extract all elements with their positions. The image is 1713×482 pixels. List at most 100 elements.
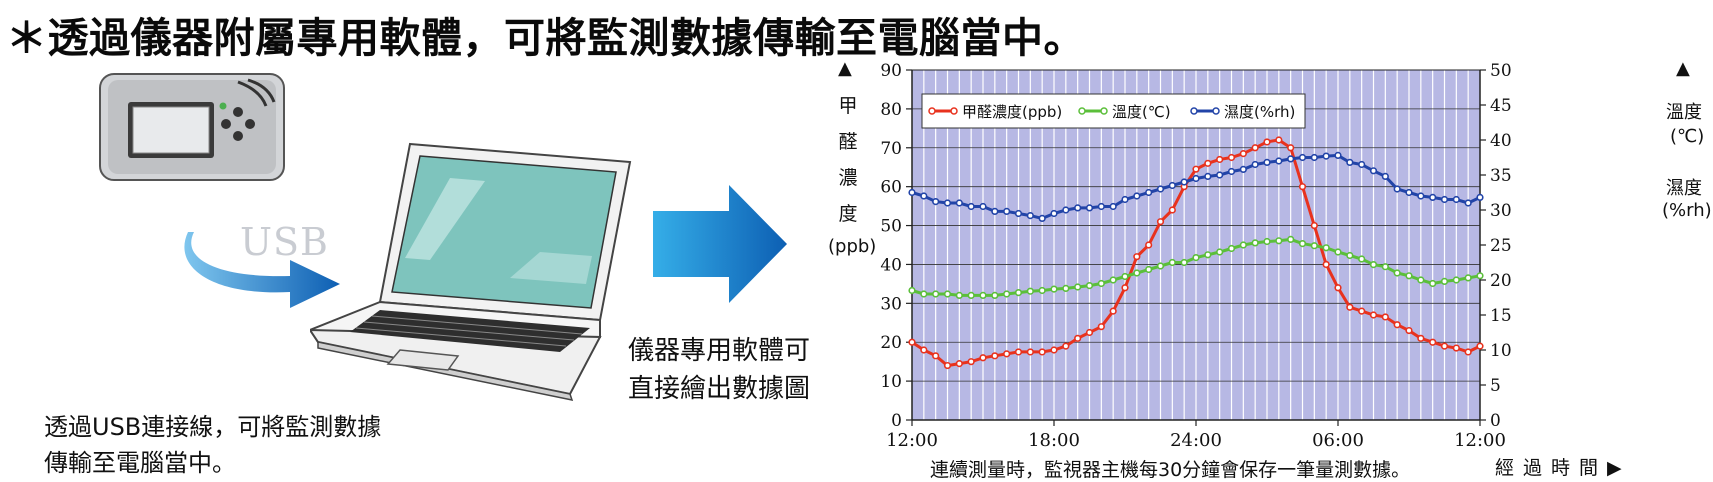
data-point-humidity bbox=[1275, 157, 1283, 165]
left-axis-unit: (ppb) bbox=[828, 236, 877, 257]
data-point-humidity bbox=[1346, 158, 1354, 166]
data-point-temperature bbox=[1014, 289, 1023, 297]
data-point-humidity bbox=[1310, 153, 1318, 162]
right-tick-label: 5 bbox=[1490, 376, 1501, 396]
data-point-temperature bbox=[1429, 279, 1437, 288]
data-point-humidity bbox=[1074, 204, 1082, 212]
right-tick-label: 45 bbox=[1490, 96, 1512, 116]
data-point-temperature bbox=[1145, 265, 1153, 274]
data-point-humidity bbox=[1476, 193, 1484, 201]
data-point-humidity bbox=[1452, 195, 1460, 204]
data-point-formaldehyde bbox=[908, 338, 916, 346]
x-tick-label: 06:00 bbox=[1312, 430, 1364, 451]
left-tick-label: 50 bbox=[880, 217, 902, 237]
data-point-formaldehyde bbox=[1381, 313, 1389, 321]
data-point-humidity bbox=[920, 192, 928, 200]
data-point-formaldehyde bbox=[967, 358, 975, 366]
data-point-humidity bbox=[1216, 171, 1224, 179]
data-point-formaldehyde bbox=[1145, 241, 1153, 249]
legend-label: 溫度(℃) bbox=[1112, 103, 1171, 121]
data-point-humidity bbox=[1358, 160, 1366, 169]
data-point-humidity bbox=[967, 202, 975, 211]
data-point-humidity bbox=[1121, 195, 1129, 204]
data-point-temperature bbox=[1381, 263, 1389, 271]
data-point-formaldehyde bbox=[1216, 155, 1224, 164]
data-point-humidity bbox=[1026, 212, 1034, 220]
data-point-humidity bbox=[1334, 151, 1342, 159]
x-axis-title-text: 經過時間 bbox=[1495, 457, 1608, 479]
data-point-temperature bbox=[1298, 240, 1307, 248]
data-point-humidity bbox=[1003, 207, 1011, 215]
x-tick-label: 12:00 bbox=[1454, 430, 1506, 451]
data-point-temperature bbox=[1405, 272, 1413, 280]
legend-swatch-dot bbox=[1078, 107, 1086, 115]
data-point-humidity bbox=[1287, 155, 1295, 163]
data-point-temperature bbox=[1287, 235, 1295, 243]
data-point-temperature bbox=[1346, 251, 1354, 260]
data-point-formaldehyde bbox=[1062, 342, 1070, 350]
right-axis-temp-label: 溫度 bbox=[1666, 102, 1702, 123]
data-point-formaldehyde bbox=[1239, 150, 1247, 158]
data-point-humidity bbox=[1440, 195, 1449, 204]
data-point-temperature bbox=[1050, 285, 1058, 293]
right-axis-hum-unit: (%rh) bbox=[1662, 200, 1712, 221]
data-point-humidity bbox=[1156, 185, 1165, 193]
software-caption: 儀器專用軟體可 直接繪出數據圖 bbox=[628, 336, 811, 404]
data-point-temperature bbox=[1263, 237, 1271, 246]
line-chart: 0 10 20 30 40 50 60 70 80 90 0 5 10 15 20 25 30 35 40 45 50 1… bbox=[880, 61, 1512, 451]
legend-swatch-dot bbox=[1212, 107, 1220, 115]
data-point-temperature bbox=[1440, 277, 1449, 285]
data-point-humidity bbox=[1251, 160, 1259, 169]
data-point-temperature bbox=[1109, 276, 1117, 284]
x-tick-label: 24:00 bbox=[1170, 430, 1222, 451]
data-point-temperature bbox=[1216, 248, 1224, 256]
data-point-formaldehyde bbox=[920, 346, 928, 354]
data-point-formaldehyde bbox=[1464, 348, 1472, 356]
data-point-formaldehyde bbox=[1417, 334, 1425, 342]
legend-box bbox=[921, 93, 1306, 129]
data-point-formaldehyde bbox=[1263, 138, 1271, 146]
data-point-humidity bbox=[1369, 167, 1378, 175]
data-point-formaldehyde bbox=[1405, 326, 1413, 335]
x-tick-label: 18:00 bbox=[1028, 430, 1080, 451]
data-point-formaldehyde bbox=[1476, 342, 1484, 350]
data-point-humidity bbox=[1180, 178, 1188, 186]
data-point-temperature bbox=[1322, 244, 1330, 252]
right-tick-label: 15 bbox=[1490, 306, 1512, 326]
data-point-temperature bbox=[1310, 242, 1318, 250]
data-point-temperature bbox=[1239, 241, 1247, 249]
data-point-temperature bbox=[908, 286, 916, 295]
data-point-formaldehyde bbox=[943, 361, 952, 370]
data-point-formaldehyde bbox=[1109, 307, 1117, 315]
right-axis-up-triangle-icon: ▲ bbox=[1676, 58, 1690, 79]
data-point-formaldehyde bbox=[1334, 284, 1342, 292]
left-tick-label: 30 bbox=[880, 294, 902, 314]
data-point-temperature bbox=[1358, 255, 1366, 263]
left-tick-label: 20 bbox=[880, 333, 902, 353]
data-point-temperature bbox=[1097, 279, 1105, 288]
data-point-temperature bbox=[943, 290, 952, 298]
page-heading: ＊透過儀器附屬專用軟體，可將監測數據傳輸至電腦當中。 bbox=[6, 14, 1085, 62]
legend-label: 濕度(%rh) bbox=[1224, 103, 1295, 121]
data-point-temperature bbox=[1275, 237, 1283, 245]
data-point-formaldehyde bbox=[1026, 348, 1034, 356]
data-point-formaldehyde bbox=[1085, 328, 1094, 337]
data-point-temperature bbox=[1003, 290, 1011, 298]
right-tick-label: 0 bbox=[1490, 411, 1501, 431]
data-point-formaldehyde bbox=[1369, 311, 1378, 319]
data-point-temperature bbox=[1204, 251, 1212, 259]
data-point-temperature bbox=[1121, 272, 1129, 281]
data-point-humidity bbox=[1239, 165, 1247, 173]
data-point-formaldehyde bbox=[955, 360, 963, 368]
data-point-temperature bbox=[1085, 282, 1094, 290]
data-point-formaldehyde bbox=[1346, 303, 1354, 311]
data-point-temperature bbox=[1452, 276, 1460, 284]
x-axis-title: 經過時間▶ bbox=[1495, 453, 1622, 480]
data-point-temperature bbox=[1168, 258, 1176, 267]
data-point-temperature bbox=[932, 290, 940, 298]
data-point-humidity bbox=[1417, 192, 1425, 200]
data-point-humidity bbox=[1168, 181, 1176, 190]
left-tick-label: 40 bbox=[880, 255, 902, 275]
data-point-formaldehyde bbox=[1310, 221, 1318, 230]
left-tick-label: 70 bbox=[880, 139, 902, 159]
